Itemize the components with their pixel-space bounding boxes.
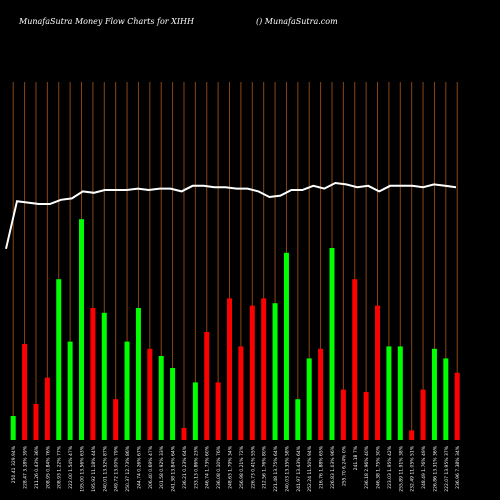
bar-up	[397, 346, 403, 440]
bar-down	[44, 377, 50, 440]
x-tick-label: 246.74 1.73% 60%	[205, 445, 211, 489]
bar-down	[454, 372, 460, 440]
bar-down	[249, 305, 255, 440]
x-tick-label: 201.58 0.92% 33%	[159, 445, 165, 489]
x-tick-label: 255.89 11.91% 38%	[398, 445, 404, 491]
bar-up	[272, 303, 278, 440]
bar-up	[56, 279, 62, 440]
x-tick-label: 244.74 0.26% 67%	[136, 445, 142, 489]
x-tick-label: 216.76 1.88% 65%	[319, 445, 325, 489]
x-tick-label: 248.63 1.79% 34%	[228, 445, 234, 489]
x-tick-label: 212.56 1.76% 80%	[262, 445, 268, 489]
bar-up	[170, 368, 176, 440]
x-tick-label: 222.00 1.54% 47%	[68, 445, 74, 489]
x-tick-label: 241.18 7%	[353, 445, 359, 470]
x-tick-label: 223.03 1.95% 42%	[387, 445, 393, 489]
x-tick-label: 233.13 0.86% 23%	[193, 445, 199, 489]
bar-down	[420, 389, 426, 440]
x-tick-label: 208.93 1.22% 77%	[57, 445, 63, 489]
bar-up	[329, 248, 335, 440]
x-tick-label: 240.01 13.52% 87%	[102, 445, 108, 491]
x-tick-label: 241.38 13.84% 64%	[171, 445, 177, 491]
x-tick-label: 248.49 1.76% 49%	[421, 445, 427, 489]
bar-up	[158, 356, 164, 440]
bar-down	[409, 430, 415, 440]
bar-up	[124, 341, 130, 440]
bar-up	[101, 312, 107, 440]
site-credit: () MunafaSutra.com	[256, 17, 338, 26]
bar-down	[340, 389, 346, 440]
bar-up	[431, 348, 437, 440]
bar-series	[10, 219, 460, 440]
bar-up	[386, 346, 392, 440]
x-axis-labels: 250.41 329.94% 228.47 3.18% 39% 211.26 0.4…	[11, 445, 461, 492]
x-tick-label: 195.00 13.56% 63%	[80, 445, 86, 491]
bar-down	[238, 346, 244, 440]
x-tick-label: 226.86 13.31% 36%	[432, 445, 438, 491]
x-tick-label: 211.26 0.43% 36%	[34, 445, 40, 489]
x-tick-label: 206.40 0.69% 47%	[148, 445, 154, 489]
x-tick-label: 236.96 7.38% 34%	[455, 445, 461, 489]
bar-down	[261, 298, 267, 440]
x-tick-label: 232.49 11.05% 51%	[410, 445, 416, 491]
money-flow-line	[5, 181, 457, 250]
x-tick-label: 236.21 0.23% 64%	[182, 445, 188, 489]
x-tick-label: 241.97 13.43% 64%	[296, 445, 302, 491]
x-tick-label: 256.98 0.21% 72%	[239, 445, 245, 489]
bar-down	[318, 348, 324, 440]
x-tick-label: 222.07 13.95% 37%	[444, 445, 450, 491]
bar-down	[204, 332, 210, 440]
x-tick-label: 208.95 0.84% 76%	[45, 445, 51, 489]
bar-up	[306, 358, 312, 440]
bar-down	[113, 399, 119, 440]
bar-up	[443, 358, 449, 440]
x-tick-label: 250.41 329.94%	[11, 445, 17, 483]
x-tick-label: 252.24 11.50% 94%	[307, 445, 313, 491]
bar-down	[215, 382, 221, 440]
bar-up	[10, 416, 16, 440]
bar-down	[363, 392, 369, 440]
x-tick-label: 255.70 6.24% 0%	[341, 445, 347, 486]
bar-down	[181, 428, 187, 440]
bar-down	[147, 348, 153, 440]
bar-down	[33, 404, 39, 440]
x-tick-label: 246.38 1.75% 30%	[376, 445, 382, 489]
bar-up	[192, 382, 198, 440]
bar-down	[22, 344, 28, 440]
bar-down	[90, 308, 96, 440]
money-flow-line-group	[5, 181, 457, 250]
x-tick-label: 226.83 1.03% 96%	[330, 445, 336, 489]
x-tick-label: 228.47 3.18% 39%	[23, 445, 29, 489]
bar-up	[67, 341, 73, 440]
x-tick-label: 236.08 0.10% 76%	[216, 445, 222, 489]
bar-up	[79, 219, 85, 440]
bar-down	[375, 305, 381, 440]
bar-up	[283, 252, 289, 440]
x-tick-label: 236.18 2.96% 40%	[364, 445, 370, 489]
x-tick-label: 240.03 13.35% 58%	[284, 445, 290, 491]
bar-down	[352, 279, 358, 440]
x-tick-label: 221.48 13.75% 64%	[273, 445, 279, 491]
x-tick-label: 249.72 13.00% 79%	[114, 445, 120, 491]
x-tick-label: 195.92 11.18% 44%	[91, 445, 97, 491]
bar-down	[227, 298, 233, 440]
bar-up	[295, 399, 301, 440]
chart-title: MunafaSutra Money Flow Charts for XIHH	[19, 17, 194, 26]
bar-up	[135, 308, 141, 440]
x-tick-label: 250.37 12.73% 86%	[125, 445, 131, 491]
x-tick-label: 226.73 0.41% 55%	[250, 445, 256, 489]
